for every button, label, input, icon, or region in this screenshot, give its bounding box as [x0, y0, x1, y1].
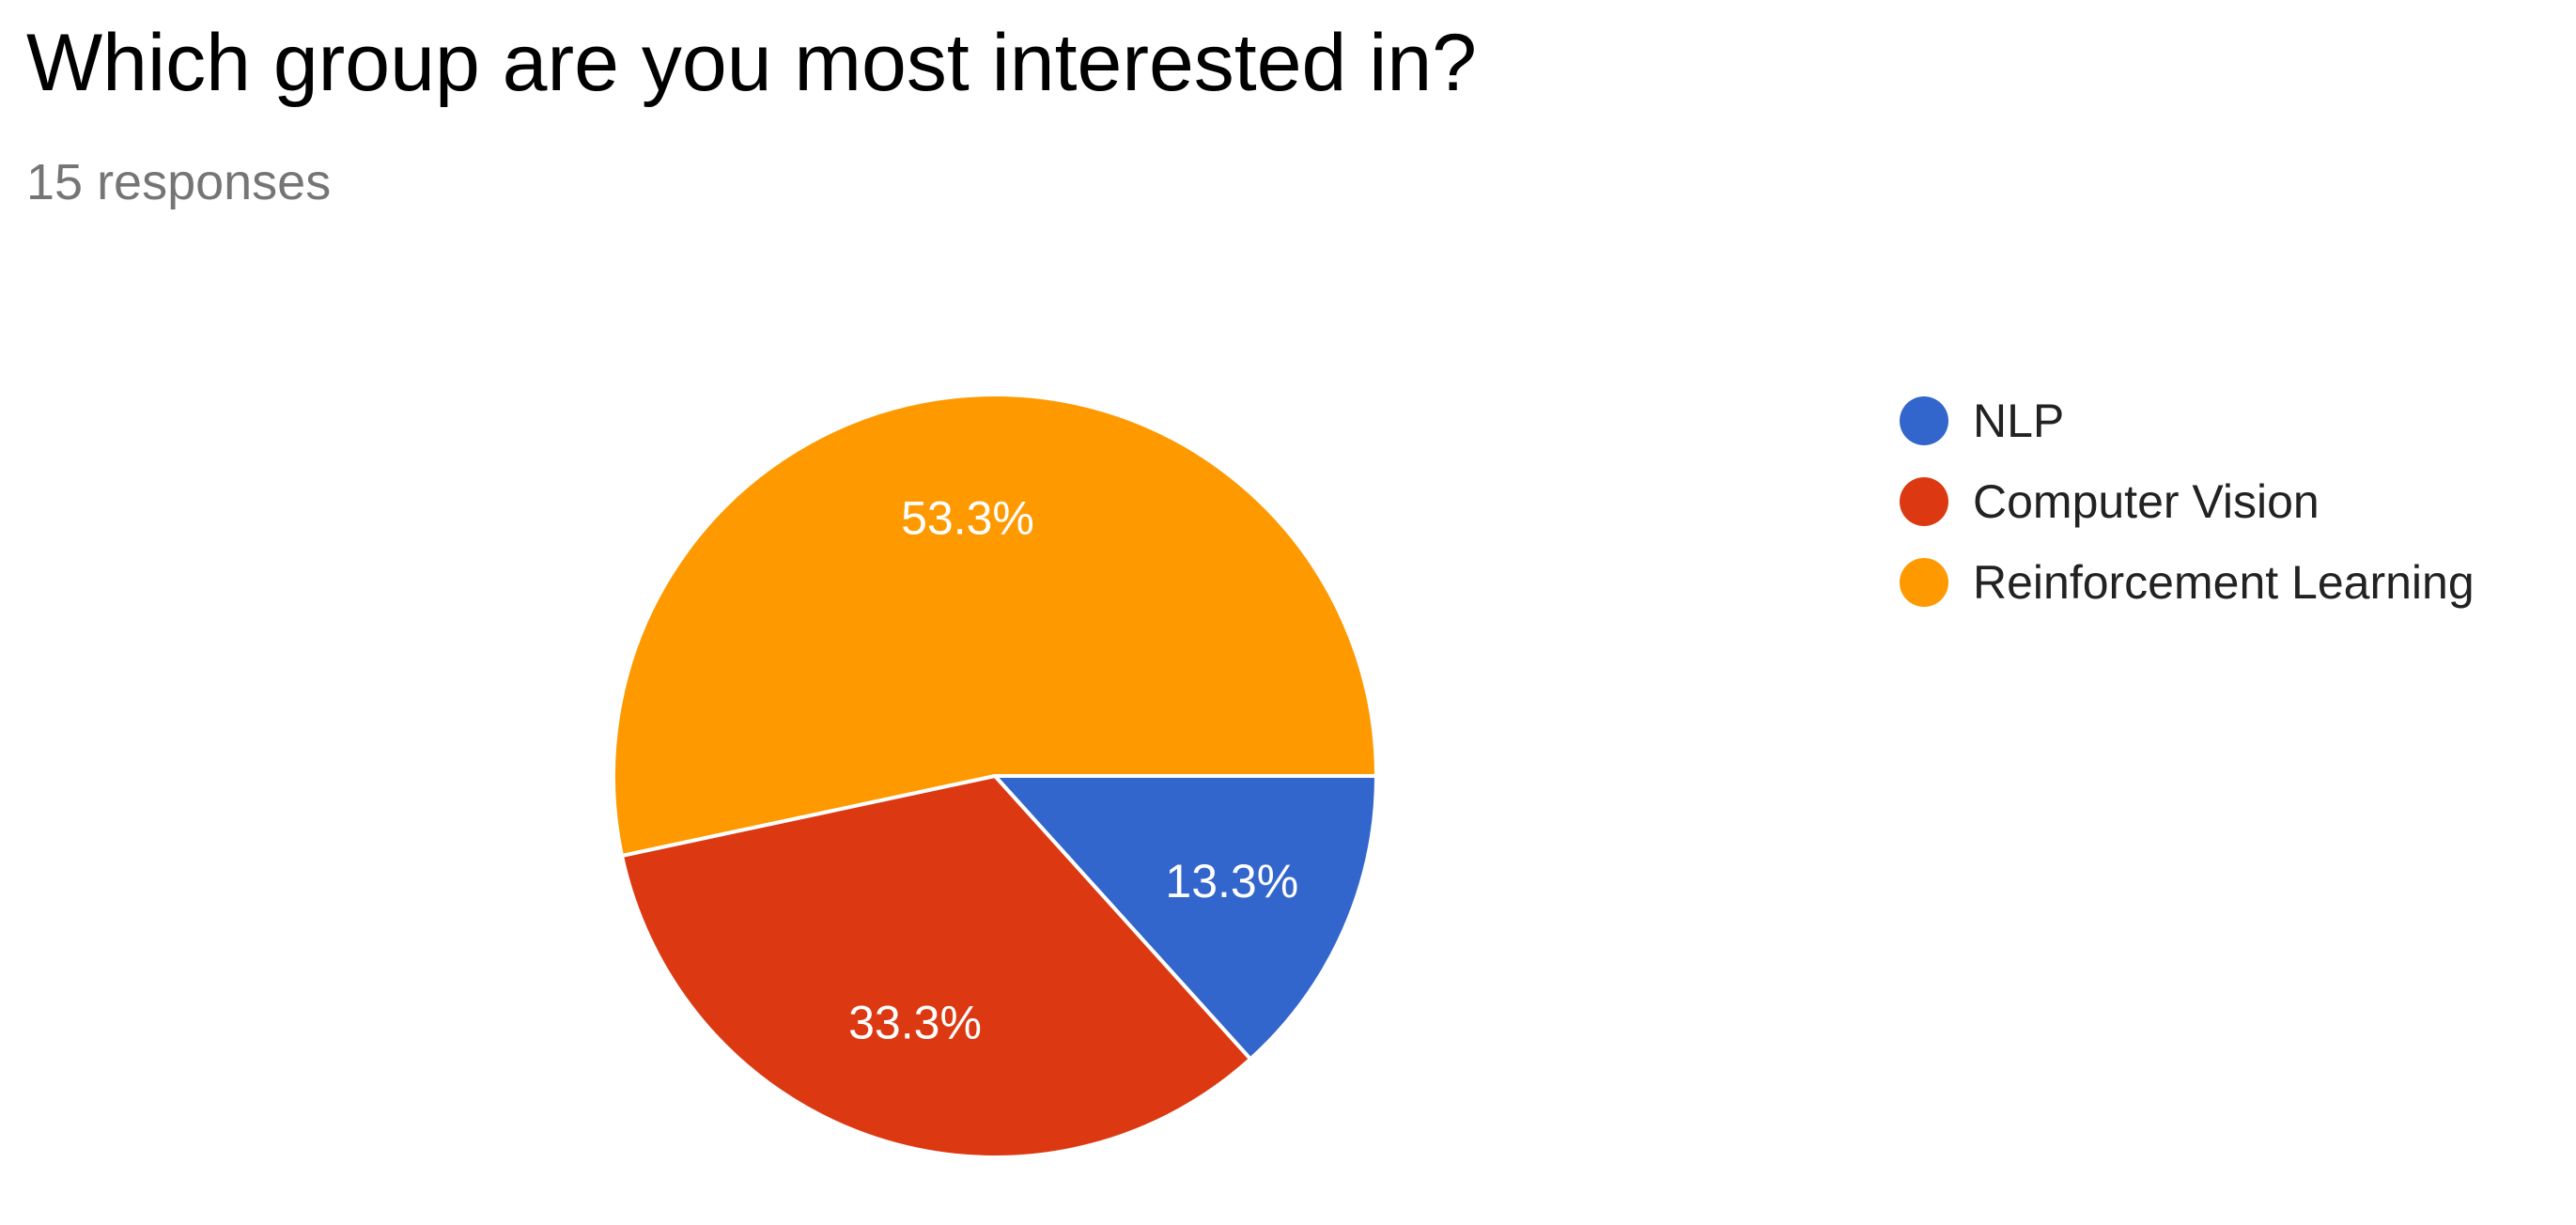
legend-label: Reinforcement Learning — [1973, 556, 2475, 609]
pie-slice-computer-vision — [619, 774, 1253, 1159]
pie-slice-labels: 13.3% 33.3% 53.3% — [848, 491, 1298, 1048]
pie-slice-label: 53.3% — [901, 491, 1034, 544]
chart-legend: NLP Computer Vision Reinforcement Learning — [1900, 395, 2475, 609]
legend-item: Reinforcement Learning — [1900, 556, 2475, 609]
response-count: 15 responses — [26, 154, 332, 210]
pie-slices — [612, 393, 1378, 1159]
legend-swatch — [1900, 558, 1948, 607]
pie-slice-reinforcement-learning — [612, 393, 1378, 858]
legend-label: NLP — [1973, 395, 2064, 447]
legend-label: Computer Vision — [1973, 475, 2320, 528]
pie-slice-label: 13.3% — [1165, 855, 1298, 907]
pie-slice-label: 33.3% — [848, 997, 982, 1049]
pie-slice-nlp — [993, 774, 1378, 1062]
legend-item: Computer Vision — [1900, 475, 2320, 528]
legend-item: NLP — [1900, 395, 2064, 447]
question-title: Which group are you most interested in? — [26, 18, 1478, 108]
legend-swatch — [1900, 396, 1948, 445]
legend-swatch — [1900, 477, 1948, 526]
